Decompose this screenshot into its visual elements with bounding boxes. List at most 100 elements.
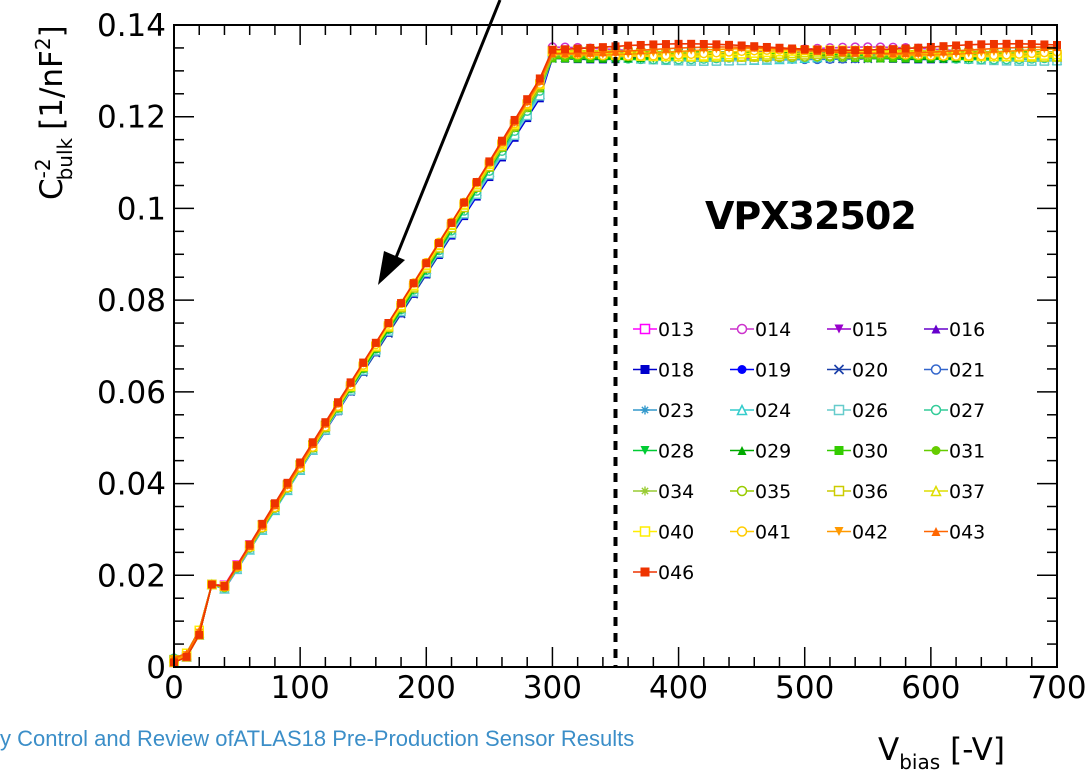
legend-label: 016	[949, 319, 985, 341]
data-series-layer	[168, 39, 1063, 668]
y-axis-title: C-2bulk [1/nF2]	[31, 25, 77, 200]
legend-label: 021	[949, 360, 985, 382]
data-point	[1015, 39, 1024, 48]
y-tick-label: 0.08	[97, 283, 166, 319]
data-point	[930, 404, 942, 416]
data-point	[460, 198, 469, 207]
data-point	[838, 46, 847, 55]
data-point	[207, 580, 216, 589]
data-point	[800, 45, 809, 54]
data-point	[624, 41, 633, 50]
legend-item: 037	[924, 481, 985, 503]
data-point	[889, 49, 898, 58]
data-point	[750, 42, 759, 51]
data-point	[640, 446, 650, 455]
legend-label: 019	[755, 360, 791, 382]
y-tick-label: 0.02	[97, 558, 166, 594]
data-point	[851, 46, 860, 55]
data-point	[182, 652, 191, 661]
data-point	[977, 45, 986, 54]
data-point	[833, 485, 845, 497]
legend-item: 029	[730, 441, 791, 463]
y-tick-label: 0.04	[97, 467, 166, 503]
data-point	[561, 49, 570, 58]
legend-item: 041	[730, 522, 791, 544]
data-point	[640, 405, 650, 415]
y-tick-label: 0.12	[97, 100, 166, 136]
legend-label: 018	[658, 360, 694, 382]
legend-label: 031	[949, 441, 985, 463]
data-point	[930, 484, 942, 497]
data-point	[901, 44, 910, 53]
data-point	[561, 45, 570, 54]
legend-item: 043	[924, 522, 985, 544]
legend-label: 040	[658, 522, 694, 544]
data-point	[598, 43, 607, 52]
legend-label: 030	[852, 441, 888, 463]
data-point	[535, 74, 544, 83]
data-point	[586, 48, 595, 57]
data-point	[611, 47, 620, 56]
data-point	[926, 48, 935, 57]
data-point	[220, 582, 229, 591]
data-point	[737, 365, 747, 374]
legend: 013 014 015 016 018 019 020 021 023 024 026 027 028 0…	[633, 319, 985, 584]
data-point	[725, 40, 734, 49]
legend-item: 028	[633, 441, 694, 463]
data-point	[1040, 40, 1049, 49]
legend-label: 029	[755, 441, 791, 463]
data-point	[964, 40, 973, 49]
data-point	[952, 41, 961, 50]
x-tick-label: 600	[901, 670, 960, 706]
data-point	[640, 567, 650, 577]
data-point	[876, 45, 885, 54]
legend-item: 020	[827, 360, 888, 382]
legend-label: 020	[852, 360, 888, 382]
data-point	[649, 40, 658, 49]
data-point	[901, 49, 910, 58]
data-point	[939, 42, 948, 51]
data-point	[914, 48, 923, 57]
x-tick-label: 400	[649, 670, 708, 706]
y-axis-title-sub: bulk	[53, 137, 77, 180]
legend-item: 023	[633, 400, 694, 422]
data-point	[931, 527, 941, 536]
data-point	[736, 485, 748, 497]
footer-caption: y Control and Review ofATLAS18 Pre-Produ…	[0, 726, 635, 751]
legend-item: 040	[633, 522, 694, 544]
legend-label: 036	[852, 481, 888, 503]
x-tick-label: 100	[271, 670, 330, 706]
data-point	[775, 43, 784, 52]
data-point	[736, 526, 748, 537]
legend-label: 046	[658, 562, 694, 584]
data-point	[737, 41, 746, 50]
data-point	[586, 43, 595, 52]
y-axis-title-sup: -2	[31, 158, 55, 178]
data-point	[624, 47, 633, 56]
data-point	[447, 218, 456, 227]
data-point	[661, 40, 670, 49]
legend-label: 028	[658, 441, 694, 463]
data-point	[472, 178, 481, 187]
x-axis-title-sub: bias	[899, 750, 940, 774]
legend-item: 035	[730, 481, 791, 503]
data-point	[930, 364, 942, 375]
legend-item: 030	[827, 441, 888, 463]
y-axis-title-unit-pre: [1/nF	[34, 50, 70, 130]
legend-item: 024	[730, 400, 791, 422]
x-axis-title: Vbias [-V]	[878, 732, 1005, 774]
data-point	[371, 338, 380, 347]
legend-label: 034	[658, 481, 694, 503]
data-point	[523, 95, 532, 104]
data-point	[573, 44, 582, 53]
data-point	[195, 630, 204, 639]
data-point	[636, 46, 645, 55]
data-point	[1002, 43, 1011, 52]
legend-label: 043	[949, 522, 985, 544]
y-tick-label: 0.1	[117, 191, 166, 227]
legend-label: 041	[755, 522, 791, 544]
data-point	[636, 40, 645, 49]
legend-item: 026	[827, 400, 888, 422]
data-point	[661, 44, 670, 53]
